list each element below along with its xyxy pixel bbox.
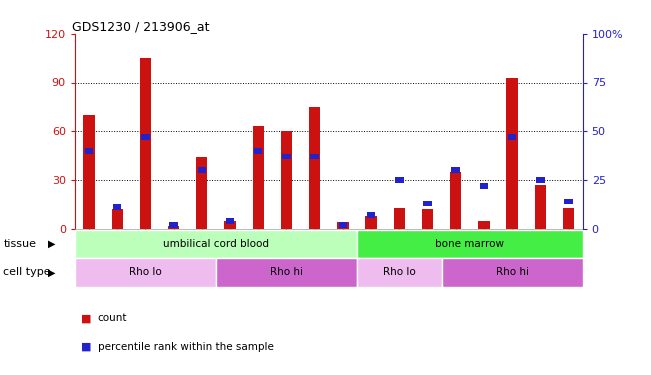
Bar — [198, 167, 206, 173]
Bar — [478, 220, 490, 229]
Bar — [168, 225, 179, 229]
Text: Rho hi: Rho hi — [495, 267, 529, 278]
Text: ■: ■ — [81, 342, 92, 351]
Bar — [111, 209, 123, 229]
Bar — [85, 148, 93, 154]
Bar — [226, 218, 234, 224]
Bar — [395, 177, 404, 183]
Bar — [281, 131, 292, 229]
Bar — [83, 115, 94, 229]
Text: percentile rank within the sample: percentile rank within the sample — [98, 342, 273, 351]
Text: umbilical cord blood: umbilical cord blood — [163, 238, 269, 249]
Bar — [394, 208, 405, 229]
Bar — [536, 177, 544, 183]
Bar — [508, 134, 516, 140]
Text: Rho lo: Rho lo — [383, 267, 415, 278]
Text: ■: ■ — [81, 314, 92, 323]
Bar — [563, 208, 574, 229]
Bar — [480, 183, 488, 189]
Bar — [216, 258, 357, 286]
Text: ▶: ▶ — [48, 238, 56, 249]
Bar — [75, 230, 357, 258]
Text: Rho hi: Rho hi — [270, 267, 303, 278]
Bar — [339, 222, 347, 228]
Bar — [75, 258, 216, 286]
Bar — [365, 216, 377, 229]
Bar — [140, 58, 151, 229]
Bar — [357, 230, 583, 258]
Bar — [367, 212, 375, 218]
Text: bone marrow: bone marrow — [436, 238, 505, 249]
Bar — [534, 185, 546, 229]
Text: ▶: ▶ — [48, 267, 56, 278]
Bar — [422, 209, 433, 229]
Bar — [309, 107, 320, 229]
Bar — [423, 201, 432, 206]
Text: count: count — [98, 314, 127, 323]
Text: tissue: tissue — [3, 238, 36, 249]
Bar — [337, 222, 348, 229]
Text: Rho lo: Rho lo — [129, 267, 161, 278]
Bar — [169, 222, 178, 228]
Text: cell type: cell type — [3, 267, 51, 278]
Bar — [141, 134, 150, 140]
Bar — [564, 199, 573, 204]
Bar — [311, 154, 319, 159]
Bar — [113, 204, 121, 210]
Bar — [254, 148, 262, 154]
Bar — [357, 258, 441, 286]
Bar — [441, 258, 583, 286]
Bar — [282, 154, 290, 159]
Bar — [506, 78, 518, 229]
Bar — [253, 126, 264, 229]
Bar — [196, 157, 208, 229]
Bar — [450, 172, 462, 229]
Bar — [452, 167, 460, 173]
Bar — [225, 220, 236, 229]
Text: GDS1230 / 213906_at: GDS1230 / 213906_at — [72, 20, 210, 33]
